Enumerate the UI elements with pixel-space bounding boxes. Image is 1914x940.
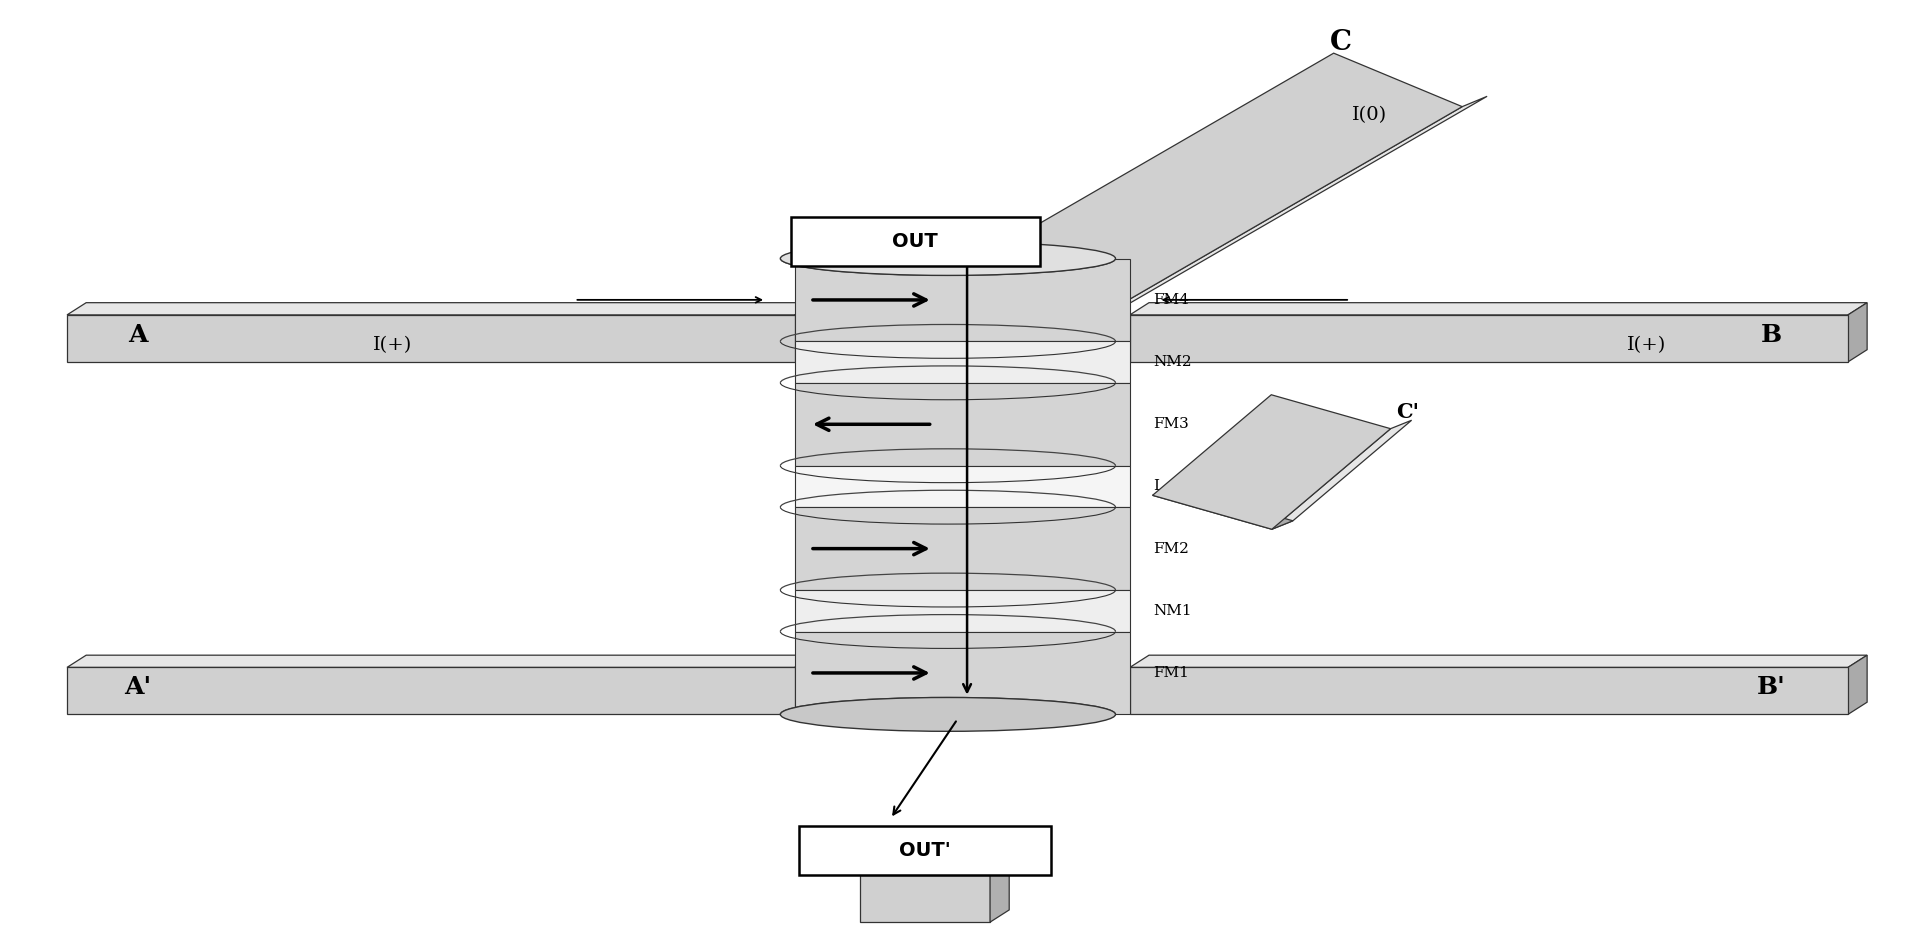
- Polygon shape: [859, 863, 1009, 875]
- Text: I(+): I(+): [373, 336, 412, 354]
- Bar: [794, 590, 1129, 632]
- Text: A: A: [128, 322, 147, 347]
- Text: NM2: NM2: [1152, 355, 1191, 369]
- Polygon shape: [67, 315, 794, 362]
- Text: FM4: FM4: [1152, 293, 1189, 307]
- Polygon shape: [1129, 655, 1866, 667]
- Text: B': B': [1755, 675, 1786, 699]
- Bar: [859, 875, 990, 922]
- Polygon shape: [959, 54, 1462, 322]
- Text: OUT': OUT': [898, 841, 951, 860]
- FancyBboxPatch shape: [798, 826, 1051, 875]
- Polygon shape: [1129, 303, 1866, 315]
- Bar: [794, 383, 1129, 465]
- Text: I(+): I(+): [1627, 336, 1665, 354]
- Bar: [794, 508, 1129, 590]
- FancyBboxPatch shape: [790, 217, 1039, 266]
- Text: NM1: NM1: [1152, 603, 1191, 618]
- Polygon shape: [959, 259, 1114, 322]
- Text: C: C: [1328, 29, 1351, 55]
- Polygon shape: [1129, 667, 1847, 714]
- Text: OUT: OUT: [892, 232, 938, 251]
- Polygon shape: [67, 667, 794, 714]
- Text: I(0): I(0): [1351, 105, 1386, 124]
- Polygon shape: [1847, 303, 1866, 362]
- Polygon shape: [1271, 420, 1411, 529]
- Polygon shape: [794, 655, 813, 714]
- Text: I: I: [1152, 479, 1158, 494]
- Polygon shape: [1129, 315, 1847, 362]
- Polygon shape: [67, 303, 813, 315]
- Ellipse shape: [779, 697, 1114, 731]
- Text: FM3: FM3: [1152, 417, 1189, 431]
- Polygon shape: [1089, 96, 1487, 322]
- Text: FM2: FM2: [1152, 541, 1189, 556]
- Bar: [794, 258, 1129, 341]
- Bar: [794, 341, 1129, 383]
- Ellipse shape: [779, 242, 1114, 275]
- Polygon shape: [67, 655, 813, 667]
- Bar: [794, 632, 1129, 714]
- Polygon shape: [990, 863, 1009, 922]
- Text: FM1: FM1: [1152, 666, 1189, 680]
- Polygon shape: [1152, 395, 1390, 529]
- Text: C': C': [1395, 401, 1418, 422]
- Bar: [794, 465, 1129, 508]
- Text: A': A': [124, 675, 151, 699]
- Polygon shape: [1152, 487, 1292, 529]
- Text: B: B: [1759, 322, 1782, 347]
- Polygon shape: [1847, 655, 1866, 714]
- Polygon shape: [794, 303, 813, 362]
